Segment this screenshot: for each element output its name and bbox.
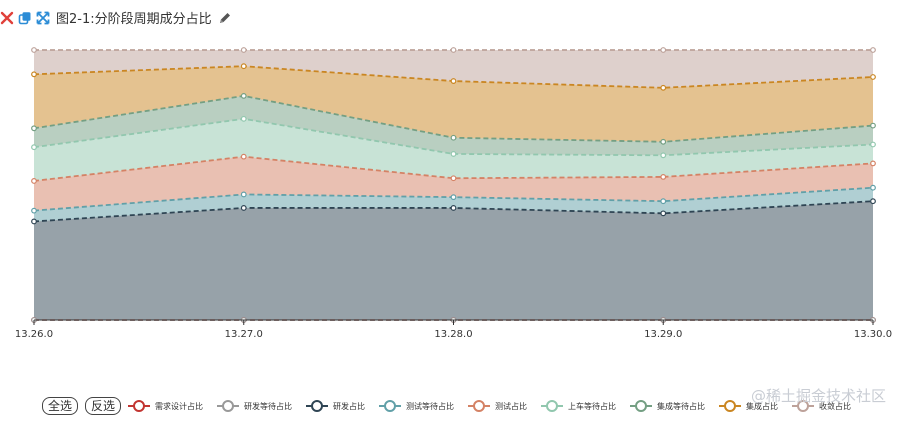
series-line-4 [33,155,874,182]
area-chart: 13.26.0 13.27.0 13.28.0 13.29.0 13.30.0 [15,47,892,340]
data-point [870,184,876,191]
data-point [660,152,667,159]
area-7 [34,66,873,142]
legend-label: 上车等待占比 [568,401,617,411]
legend: 全选 反选 需求设计占比 研发等待占比 研发占比 测试等待占比 测试占比 上车等待占比 集成… [42,396,865,416]
legend-marker-icon [468,400,491,412]
data-point [660,198,667,205]
legend-marker-icon [719,400,742,412]
x-tick-label: 13.30.0 [854,329,892,340]
data-point [31,144,37,151]
edit-icon[interactable] [218,10,232,24]
data-point [450,78,457,84]
x-tick-label: 13.26.0 [15,329,53,340]
data-point [31,71,37,78]
data-point [450,151,457,157]
data-point [31,178,37,184]
legend-item[interactable]: 集成占比 [719,399,778,413]
data-point [450,47,457,53]
close-icon[interactable] [0,10,14,25]
x-tick-label: 13.29.0 [644,329,682,340]
chart-title: 图2-1:分阶段周期成分占比 [56,11,212,27]
copy-icon[interactable] [18,10,32,25]
data-point [240,205,247,211]
legend-marker-icon [541,400,564,412]
data-point [240,191,247,198]
data-point [450,134,457,141]
data-point [240,47,247,53]
data-point [240,115,247,122]
fullscreen-icon[interactable] [36,10,50,25]
data-point [660,210,667,217]
data-point [31,207,37,214]
data-point [660,138,667,145]
legend-marker-icon [217,400,240,412]
area-2 [34,201,873,320]
data-point [660,173,667,180]
legend-marker-icon [128,400,151,412]
data-point [660,47,667,53]
data-point [450,205,457,211]
chart-toolbar: 图2-1:分阶段周期成分占比 [0,6,236,28]
legend-label: 测试等待占比 [406,401,455,411]
legend-item[interactable]: 测试等待占比 [379,399,454,413]
data-point [870,122,876,129]
legend-label: 研发等待占比 [244,401,293,411]
legend-marker-icon [792,400,815,412]
watermark: @稀土掘金技术社区 [750,387,886,405]
data-point [870,74,876,80]
legend-label: 测试占比 [495,401,528,411]
legend-label: 研发占比 [333,401,366,411]
legend-item[interactable]: 收敛占比 [792,399,851,413]
data-point [240,63,247,70]
legend-label: 集成等待占比 [657,401,706,411]
legend-label: 需求设计占比 [155,401,204,411]
data-point [870,160,876,167]
invert-selection-button[interactable]: 反选 [85,397,122,415]
data-point [450,194,457,201]
legend-marker-icon [306,400,329,412]
data-point [31,125,37,132]
x-tick-label: 13.28.0 [434,329,472,340]
legend-item[interactable]: 集成等待占比 [630,399,705,413]
area-5 [34,118,873,181]
data-point [660,84,667,91]
legend-label: 收敛占比 [819,401,852,411]
data-point [240,92,247,99]
legend-marker-icon [630,400,653,412]
data-point [450,175,457,182]
x-tick-label: 13.27.0 [225,329,263,340]
area-4 [34,156,873,211]
legend-label: 集成占比 [746,401,779,411]
select-all-button[interactable]: 全选 [42,397,79,415]
legend-item[interactable]: 测试占比 [468,399,527,413]
legend-item[interactable]: 上车等待占比 [541,399,616,413]
area-8 [34,50,873,88]
data-point [870,198,876,205]
legend-item[interactable]: 需求设计占比 [128,399,203,413]
data-point [31,218,37,225]
data-point [240,153,247,160]
legend-item[interactable]: 研发占比 [306,399,365,413]
data-point [870,141,876,148]
data-point [31,47,37,53]
area-6 [34,95,873,156]
legend-item[interactable]: 研发等待占比 [217,399,292,413]
legend-marker-icon [379,400,402,412]
data-point [870,47,876,53]
